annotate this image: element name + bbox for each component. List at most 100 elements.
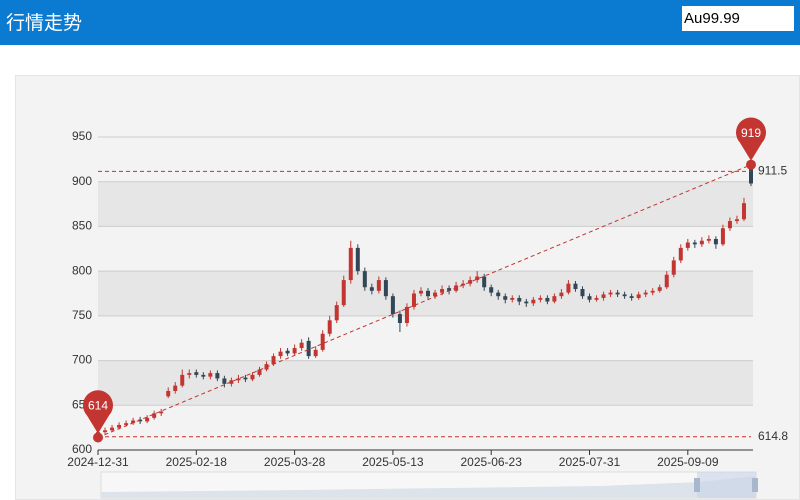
y-tick-label: 750 — [72, 308, 92, 322]
candle-body — [278, 351, 283, 357]
candle-body — [503, 296, 508, 300]
candle-body — [418, 290, 423, 294]
mark-line-label: 614.8 — [758, 429, 788, 443]
x-tick-label: 2025-06-23 — [461, 455, 523, 469]
candle-body — [411, 293, 416, 307]
candle-body — [383, 280, 388, 297]
candle-body — [734, 219, 739, 222]
candle-body — [678, 247, 683, 261]
point-pin — [736, 117, 766, 161]
x-tick-label: 2025-07-31 — [559, 455, 621, 469]
candle-body — [313, 349, 318, 357]
candle-body — [173, 385, 178, 391]
candle-body — [489, 287, 494, 293]
candle-body — [355, 247, 360, 272]
candle-body — [699, 240, 704, 245]
y-tick-label: 900 — [72, 174, 92, 188]
candle-body — [271, 356, 276, 365]
point-label: 614 — [88, 399, 108, 413]
candle-body — [664, 274, 669, 288]
candle-body — [341, 280, 346, 306]
zoom-handle[interactable] — [752, 478, 758, 492]
candle-body — [482, 276, 487, 288]
candle-body — [320, 333, 325, 350]
y-tick-label: 800 — [72, 263, 92, 277]
candle-body — [201, 374, 206, 377]
candle-body — [229, 380, 234, 384]
y-tick-label: 850 — [72, 219, 92, 233]
split-area — [98, 315, 753, 361]
candle-body — [404, 306, 409, 324]
candle-body — [447, 288, 452, 291]
split-area — [98, 181, 753, 227]
candle-body — [671, 260, 676, 275]
point-label: 919 — [741, 126, 761, 140]
split-area — [98, 271, 753, 316]
candle-body — [594, 297, 599, 300]
candle-body — [496, 292, 501, 297]
candle-body — [692, 242, 697, 245]
point-dot — [93, 432, 103, 443]
split-area — [98, 360, 753, 406]
split-area — [98, 405, 753, 450]
y-tick-label: 700 — [72, 353, 92, 367]
x-tick-label: 2024-12-31 — [67, 455, 129, 469]
candle-body — [117, 424, 122, 428]
candle-body — [538, 297, 543, 300]
candle-body — [180, 374, 185, 386]
candle-body — [243, 377, 248, 380]
point-pin — [83, 390, 114, 434]
candle-body — [362, 271, 367, 288]
x-tick-label: 2025-05-13 — [362, 455, 424, 469]
candle-body — [468, 280, 473, 284]
candle-body — [145, 417, 150, 422]
candle-body — [552, 296, 557, 302]
point-dot — [746, 159, 756, 170]
candle-body — [727, 221, 732, 229]
candle-body — [376, 280, 381, 291]
candle-body — [580, 289, 585, 297]
candle-body — [166, 390, 171, 397]
zoom-window[interactable] — [697, 472, 756, 498]
candle-body — [622, 294, 627, 297]
candle-body — [720, 228, 725, 245]
y-tick-label: 950 — [72, 129, 92, 143]
candle-body — [643, 292, 648, 295]
split-area — [98, 137, 753, 182]
x-tick-label: 2025-02-18 — [166, 455, 228, 469]
trend-line — [97, 164, 752, 438]
candle-body — [587, 296, 592, 300]
mark-line-label: 911.5 — [758, 164, 787, 178]
candle-body — [517, 297, 522, 302]
candle-body — [334, 305, 339, 321]
zoom-handle[interactable] — [694, 478, 700, 492]
candle-body — [601, 294, 606, 298]
candle-body — [250, 374, 255, 380]
candle-body — [285, 350, 290, 354]
candle-body — [426, 290, 431, 297]
candle-body — [685, 242, 690, 248]
search-input[interactable] — [682, 6, 794, 31]
candle-body — [433, 292, 438, 297]
candle-body — [187, 373, 192, 375]
candle-body — [713, 238, 718, 245]
candle-body — [650, 290, 655, 293]
candle-body — [545, 297, 550, 302]
candle-body — [306, 340, 311, 357]
candle-body — [131, 420, 136, 424]
candle-body — [159, 411, 164, 414]
candle-body — [327, 320, 332, 334]
candle-body — [397, 314, 402, 324]
candle-body — [215, 373, 220, 379]
candle-body — [573, 283, 578, 290]
header-bar: 行情走势 — [0, 0, 800, 45]
candle-body — [524, 301, 529, 304]
candle-body — [222, 378, 227, 384]
candle-body — [629, 296, 634, 298]
candle-body — [236, 378, 241, 381]
candle-body — [475, 276, 480, 281]
candle-body — [138, 419, 143, 422]
candle-body — [208, 373, 213, 377]
candle-body — [741, 203, 746, 220]
